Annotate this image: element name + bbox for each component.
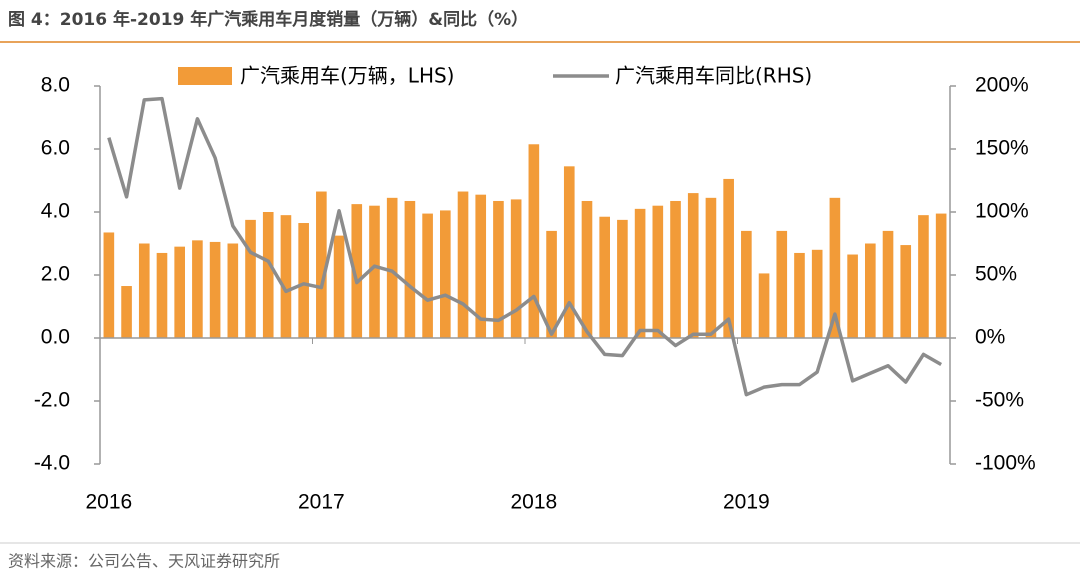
bar <box>227 243 239 338</box>
bar <box>262 212 274 338</box>
bar <box>935 213 947 338</box>
source-note: 资料来源：公司公告、天风证券研究所 <box>8 552 280 571</box>
x-tick-label: 2016 <box>85 491 132 514</box>
bar <box>882 230 894 338</box>
bar <box>546 230 557 338</box>
y-tick-label: 0.0 <box>41 326 70 349</box>
bar <box>599 216 610 338</box>
y2-tick-label: -50% <box>975 389 1024 412</box>
bar <box>794 252 805 338</box>
x-tick-label: 2018 <box>510 491 557 514</box>
legend-label: 广汽乘用车(万辆，LHS) <box>240 64 454 88</box>
legend-label: 广汽乘用车同比(RHS) <box>615 64 812 88</box>
bar <box>298 223 309 338</box>
bar <box>138 243 150 338</box>
bar <box>351 204 363 338</box>
bar <box>670 200 681 338</box>
bar <box>581 200 593 338</box>
bar <box>457 191 469 338</box>
bar <box>369 205 380 338</box>
bar <box>440 210 451 338</box>
bar <box>103 232 115 338</box>
bar <box>528 144 540 338</box>
bar <box>617 219 628 338</box>
bar <box>121 286 132 338</box>
bar <box>209 241 221 338</box>
y-tick-label: 2.0 <box>41 263 70 286</box>
bar <box>705 197 717 338</box>
bar <box>422 213 433 338</box>
y-tick-label: -2.0 <box>34 389 70 412</box>
line <box>107 96 943 397</box>
legend-swatch <box>178 67 232 85</box>
y2-tick-label: 100% <box>975 200 1029 223</box>
bar <box>758 273 770 338</box>
bar <box>192 240 203 338</box>
bar <box>829 197 841 338</box>
bar <box>280 215 292 338</box>
bar <box>316 191 327 338</box>
y2-tick-label: 150% <box>975 137 1029 160</box>
y-tick-label: 4.0 <box>41 200 70 223</box>
y-tick-label: -4.0 <box>34 452 70 475</box>
y2-tick-label: 50% <box>975 263 1017 286</box>
bar <box>563 166 575 338</box>
bar <box>333 235 345 338</box>
bar <box>847 254 858 338</box>
x-tick-label: 2019 <box>723 491 770 514</box>
bar <box>811 249 823 338</box>
bar <box>245 219 256 338</box>
bar <box>918 215 929 338</box>
bar <box>652 205 664 338</box>
bar <box>865 243 876 338</box>
chart-title: 图 4：2016 年-2019 年广汽乘用车月度销量（万辆）&同比（%） <box>8 9 528 30</box>
bar <box>156 252 168 338</box>
bar <box>776 230 788 338</box>
y-tick-label: 6.0 <box>41 137 70 160</box>
bar <box>687 193 699 338</box>
bar <box>174 246 185 338</box>
bar <box>475 194 487 338</box>
bar <box>634 208 646 338</box>
y-tick-label: 8.0 <box>41 74 70 97</box>
bar <box>741 230 752 338</box>
bar <box>900 245 912 338</box>
bar <box>723 178 734 338</box>
x-tick-label: 2017 <box>298 491 345 514</box>
bar <box>404 200 416 338</box>
y2-tick-label: -100% <box>975 452 1036 475</box>
y2-tick-label: 200% <box>975 74 1029 97</box>
bar <box>386 197 398 338</box>
y2-tick-label: 0% <box>975 326 1005 349</box>
bar <box>493 200 504 338</box>
bar <box>510 199 522 338</box>
